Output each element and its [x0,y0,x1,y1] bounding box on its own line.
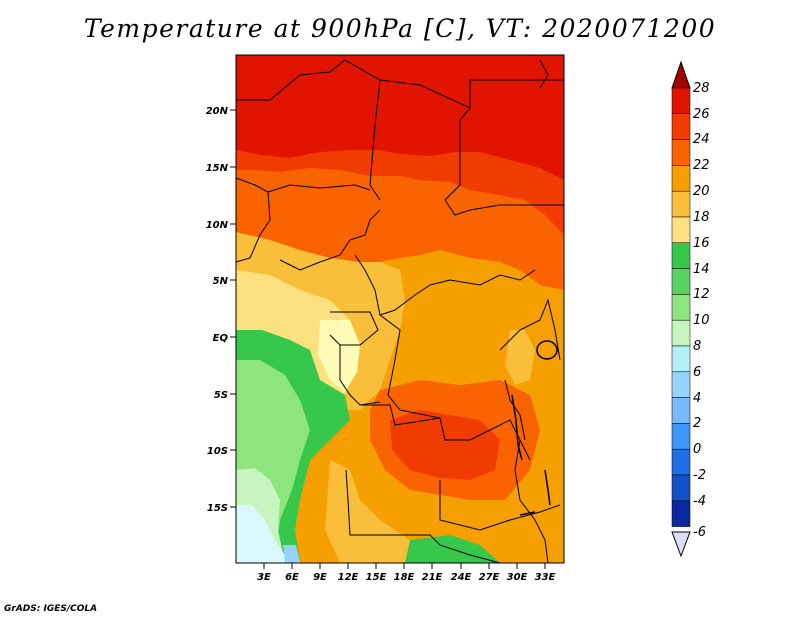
field-20-east [505,330,535,385]
temperature-field [236,55,564,563]
colorbar-label-minus2: -2 [693,468,706,483]
country-borders [236,59,564,563]
lake-malawi [544,469,551,506]
field-10 [236,505,290,563]
map-title: Temperature at 900hPa [C], VT: 202007120… [83,14,717,43]
colorbar-swatch-9 [671,319,691,347]
colorbar-swatch-1 [671,113,691,140]
border-lines [236,59,564,109]
colorbar-swatch-5 [671,216,691,244]
lat-label-15s: 15S [207,503,228,514]
lon-axis [263,563,546,569]
colorbar-label-24: 24 [693,132,710,147]
lon-label-9e: 9E [313,572,327,583]
colorbar-label-10: 10 [693,313,710,328]
field-28 [236,55,564,180]
lon-label-15e: 15E [366,572,387,583]
colorbar-swatch-6 [671,242,691,269]
lat-label-10s: 10S [207,446,228,457]
colorbar-label-26: 26 [693,107,710,122]
lat-label-10n: 10N [206,220,229,231]
colorbar-label-minus6: -6 [693,525,706,540]
colorbar-label-minus4: -4 [693,494,706,509]
field-18 [318,320,360,392]
colorbar: 28 26 24 22 20 18 16 14 12 10 8 6 4 2 0 … [671,60,710,558]
colorbar-label-22: 22 [693,158,710,173]
colorbar-label-12: 12 [693,287,710,302]
colorbar-label-20: 20 [693,184,710,199]
lat-axis [230,109,236,508]
lake-tanganyika [511,394,523,461]
lon-label-30e: 30E [507,572,528,583]
colorbar-swatch-15 [671,474,691,502]
field-8 [283,545,300,563]
lat-label-eq: EQ [213,333,229,344]
colorbar-swatch-16 [671,500,691,527]
lon-label-27e: 27E [479,572,500,583]
map-frame [235,54,565,564]
colorbar-label-8: 8 [693,339,701,354]
lon-label-3e: 3E [257,572,271,583]
colorbar-swatch-8 [671,294,691,321]
field-20-south [325,460,470,563]
colorbar-label-16: 16 [693,236,710,251]
lon-label-33e: 33E [535,572,556,583]
colorbar-swatch-12 [671,397,691,424]
colorbar-label-28: 28 [693,81,710,96]
colorbar-label-14: 14 [693,262,710,277]
colorbar-swatch-0 [671,87,691,115]
colorbar-label-0: 0 [693,442,701,457]
colorbar-label-18: 18 [693,210,710,225]
colorbar-swatch-13 [671,423,691,450]
lon-label-18e: 18E [394,572,415,583]
lon-label-24e: 24E [451,572,472,583]
credit-text: GrADS: IGES/COLA [4,604,98,614]
colorbar-top-arrow [671,60,691,89]
lakes [511,340,558,516]
colorbar-label-6: 6 [693,365,701,380]
colorbar-swatch-4 [671,190,691,218]
field-26-south [390,410,500,480]
colorbar-swatch-10 [671,345,691,373]
lat-label-5s: 5S [214,390,228,401]
colorbar-label-4: 4 [693,391,701,406]
lat-label-5n: 5N [213,276,229,287]
colorbar-swatch-14 [671,448,691,476]
lake-kariba [519,511,536,516]
lat-label-15n: 15N [206,163,229,174]
lon-label-21e: 21E [422,572,443,583]
lat-label-20n: 20N [206,106,229,117]
lon-label-6e: 6E [285,572,299,583]
lake-victoria [536,340,558,360]
colorbar-swatch-7 [671,268,691,295]
colorbar-bottom-arrow [671,531,691,558]
colorbar-swatch-11 [671,371,691,398]
lon-label-12e: 12E [338,572,359,583]
colorbar-swatch-3 [671,165,691,192]
colorbar-label-2: 2 [693,416,701,431]
colorbar-swatch-2 [671,139,691,166]
